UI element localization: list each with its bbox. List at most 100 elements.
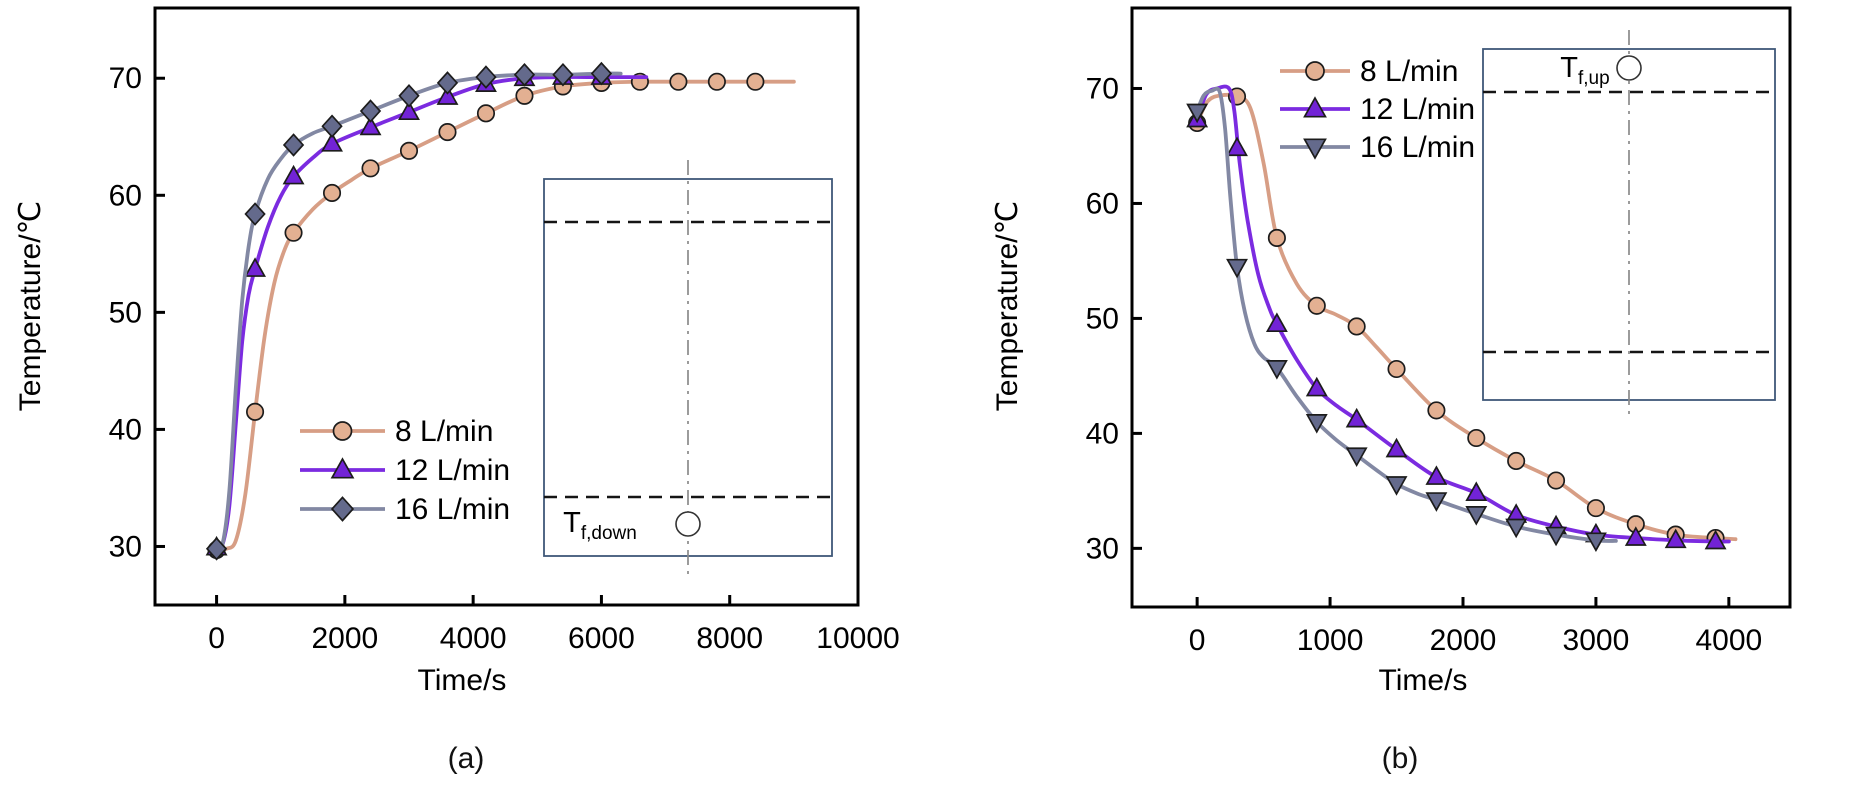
x-tick-label: 0	[1189, 624, 1206, 657]
inset-sensor-circle	[675, 511, 701, 537]
legend-label: 8 L/min	[395, 415, 493, 448]
x-tick-label: 2000	[311, 622, 378, 655]
y-tick-label: 50	[109, 296, 142, 329]
series-12-L-min-triangle-up-marker	[1305, 376, 1328, 397]
y-axis-title: Temperature/℃	[14, 201, 47, 411]
series-16-L-min-diamond-marker	[436, 71, 459, 95]
series-16-L-min-triangle-down-marker	[1385, 476, 1408, 496]
series-8-L-min-circle-marker	[399, 141, 419, 160]
axes-frame	[1130, 6, 1792, 609]
series-8-L-min-markers	[1188, 87, 1725, 548]
series-12-L-min-triangle-up-marker	[244, 257, 267, 277]
y-tick-label: 60	[109, 179, 142, 212]
series-16-L-min-markers	[205, 61, 613, 561]
series-8-L-min-circle-marker	[476, 104, 496, 123]
series-16-L-min-diamond-marker	[282, 133, 305, 157]
series-12-L-min-triangle-up-marker	[359, 115, 382, 136]
series-16-L-min-triangle-down-marker	[1505, 518, 1528, 539]
series-16-L-min-diamond-marker	[398, 84, 420, 108]
axes-frame	[153, 6, 860, 607]
x-tick-label: 4000	[1695, 624, 1762, 657]
series-8-L-min-circle-marker	[1387, 359, 1406, 379]
series-12-L-min-triangle-up-marker	[1425, 465, 1448, 485]
series-16-L-min-triangle-down-marker	[1305, 414, 1328, 434]
series-16-L-min-triangle-down-marker	[1584, 532, 1607, 553]
legend-label: 12 L/min	[395, 454, 510, 487]
series-8-L-min-circle-marker	[707, 72, 726, 91]
series-8-L-min-circle-marker	[361, 159, 380, 178]
series-16-L-min-triangle-down-marker	[1545, 526, 1567, 547]
series-8-L-min-circle-marker	[669, 72, 688, 91]
series-16-L-min-triangle-down-marker	[1186, 103, 1209, 124]
series-8-L-min-circle-marker	[1427, 401, 1446, 420]
x-tick-label: 8000	[696, 622, 763, 655]
series-16-L-min-diamond-marker	[359, 99, 382, 123]
series-12-L-min-triangle-up-marker	[1664, 528, 1687, 549]
x-tick-label: 6000	[568, 622, 635, 655]
legend: 8 L/min 12 L/min 16 L/min	[300, 415, 510, 526]
x-tick-label: 4000	[440, 622, 507, 655]
series-16-L-min-triangle-down-marker	[1265, 360, 1288, 380]
series-8-L-min-circle-marker	[1267, 228, 1286, 247]
x-tick-label: 2000	[1430, 624, 1497, 657]
inset-schematic: Tf,up	[1482, 30, 1776, 420]
series-12-L-min-triangle-up-marker	[1624, 526, 1647, 546]
series-16-L-min-diamond-marker	[513, 62, 536, 87]
series-16-L-min-diamond-marker	[321, 114, 343, 138]
series-12-L-min-triangle-up-marker	[282, 164, 305, 185]
series-12-L-min-triangle-up-marker	[1226, 136, 1248, 157]
series-8-L-min-circle-marker	[1347, 317, 1366, 336]
legend-label: 12 L/min	[1360, 93, 1475, 126]
series-8-L-min-circle-marker	[1546, 471, 1566, 490]
series-16-L-min-triangle-down-marker	[1226, 258, 1248, 279]
x-tick-label: 1000	[1297, 624, 1364, 657]
caption-b: (b)	[1381, 742, 1419, 775]
y-tick-label: 50	[1086, 302, 1119, 335]
series-12-L-min-triangle-up-marker	[1465, 481, 1488, 502]
caption-a: (a)	[447, 742, 485, 775]
x-tick-label: 3000	[1563, 624, 1630, 657]
legend: 8 L/min 12 L/min 16 L/min	[1280, 55, 1475, 164]
legend-12-L-min-triangle-up-marker	[330, 457, 355, 479]
series-16-L-min-triangle-down-marker	[1465, 506, 1488, 526]
inset-sensor-label: Tf,up	[1560, 52, 1609, 89]
chart-panel-b: 0 1000 2000 3000 4000 30 40 50 60 70 Time/s Tempera…	[991, 6, 1792, 697]
series-16-L-min-diamond-marker	[244, 202, 266, 226]
inset-schematic: Tf,down	[543, 160, 833, 575]
series-8-L-min-circle-marker	[515, 86, 534, 105]
y-tick-label: 30	[109, 530, 142, 563]
series-8-L-min-circle-marker	[246, 402, 265, 421]
legend-12-L-min-triangle-up-marker	[1303, 96, 1327, 118]
legend-8-L-min-circle-marker	[332, 421, 353, 441]
y-tick-label: 70	[1086, 72, 1119, 105]
legend-16-L-min-diamond-marker	[330, 496, 355, 522]
series-12-L-min-triangle-up-marker	[1265, 312, 1288, 333]
y-axis-title: Temperature/℃	[991, 201, 1024, 411]
y-tick-label: 70	[109, 62, 142, 95]
series-8-L-min-circle-marker	[1467, 428, 1486, 448]
series-12-L-min-triangle-up-marker	[321, 132, 343, 152]
y-tick-label: 60	[1086, 187, 1119, 220]
series-12-L-min-triangle-up-marker	[398, 100, 420, 121]
series-16-L-min-diamond-marker	[552, 62, 574, 87]
series-8-L-min-circle-marker	[1307, 296, 1326, 315]
legend-label: 8 L/min	[1360, 55, 1458, 88]
x-axis-title: Time/s	[1379, 664, 1468, 697]
series-16-L-min-triangle-down-marker	[1425, 492, 1448, 512]
legend-label: 16 L/min	[395, 493, 510, 526]
series-12-L-min-triangle-up-marker	[1345, 407, 1368, 428]
series-12-L-min-triangle-up-marker	[1704, 529, 1727, 550]
y-tick-label: 30	[1086, 532, 1119, 565]
inset-sensor-circle	[1616, 55, 1642, 81]
series-8-L-min-circle-marker	[1586, 499, 1605, 518]
series-16-L-min-diamond-marker	[205, 537, 228, 561]
inset-sensor-label: Tf,down	[563, 507, 637, 544]
series-8-L-min-circle-marker	[1507, 451, 1526, 471]
series-16-L-min-markers	[1186, 103, 1607, 553]
chart-panel-a: 0 2000 4000 6000 8000 10000 30 40 50 60 70 Time/s Te…	[14, 6, 900, 697]
series-16-L-min-triangle-down-marker	[1345, 447, 1368, 467]
x-tick-label: 0	[208, 622, 225, 655]
series-8-L-min-circle-marker	[284, 223, 303, 242]
